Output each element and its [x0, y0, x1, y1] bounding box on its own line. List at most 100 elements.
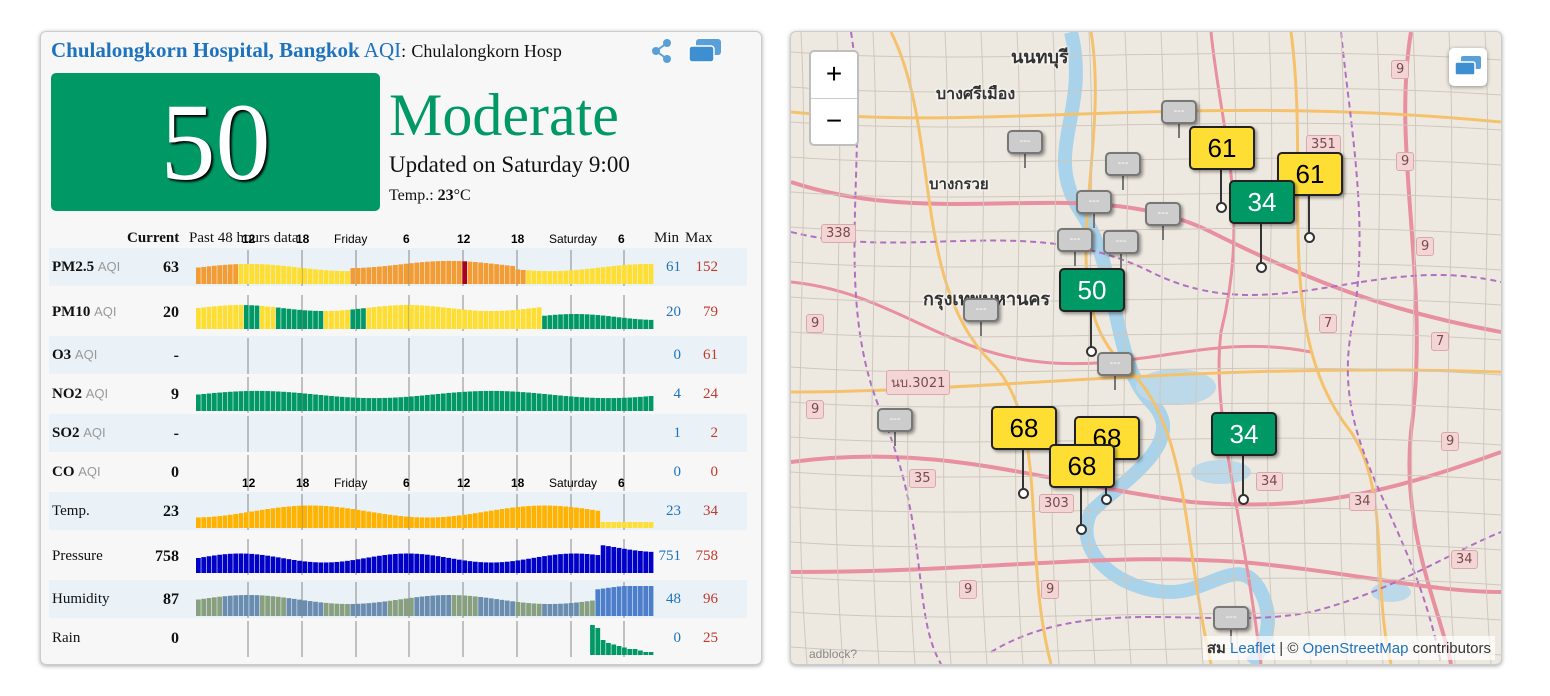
- osm-link[interactable]: OpenStreetMap: [1302, 640, 1409, 657]
- station-marker-nodata[interactable]: ---: [1076, 190, 1112, 214]
- history-bar: [547, 604, 553, 616]
- map-tiles[interactable]: [791, 32, 1501, 664]
- map[interactable]: นนทบุรีบางศรีเมืองบางกรวยกรุงเทพมหานครนบ…: [790, 31, 1502, 665]
- history-bar: [472, 391, 478, 411]
- history-bar: [584, 397, 590, 411]
- history-bar: [339, 396, 345, 411]
- history-bar: [249, 553, 254, 573]
- history-bar: [499, 599, 505, 616]
- history-bar: [243, 263, 249, 284]
- history-bar: [542, 556, 547, 573]
- history-bar: [611, 398, 617, 411]
- aqi-marker[interactable]: 61: [1189, 126, 1255, 170]
- time-tick: 12: [242, 232, 256, 246]
- aqi-marker[interactable]: 68: [991, 406, 1057, 450]
- history-bar: [574, 269, 579, 284]
- history-bar: [504, 310, 510, 329]
- history-bar: [435, 556, 441, 573]
- history-chart[interactable]: [196, 492, 654, 530]
- leaflet-link[interactable]: Leaflet: [1230, 640, 1276, 657]
- history-bar: [584, 553, 590, 573]
- history-bar: [440, 260, 446, 284]
- station-marker-nodata[interactable]: ---: [1105, 152, 1141, 176]
- station-marker-nodata[interactable]: ---: [1097, 352, 1133, 376]
- history-bar: [472, 561, 478, 573]
- history-bar: [281, 308, 286, 329]
- history-bar: [270, 307, 276, 329]
- history-bar: [334, 270, 340, 284]
- marker-pin: [1238, 494, 1249, 505]
- history-bar: [600, 267, 606, 284]
- history-bar: [377, 266, 382, 284]
- history-chart[interactable]: [196, 414, 654, 452]
- aqi-marker[interactable]: 34: [1229, 180, 1295, 224]
- map-label: 7: [1431, 332, 1450, 351]
- history-bar: [595, 315, 601, 329]
- history-bar: [451, 260, 457, 284]
- station-marker-nodata[interactable]: ---: [963, 298, 999, 322]
- history-bar: [425, 596, 430, 616]
- map-layers-button[interactable]: [1449, 48, 1487, 86]
- history-bar: [297, 560, 302, 573]
- history-bar: [472, 513, 478, 528]
- station-marker-nodata[interactable]: ---: [877, 408, 913, 432]
- history-bar: [467, 561, 473, 573]
- map-label: 9: [1416, 237, 1435, 256]
- history-bar: [313, 310, 318, 329]
- map-label: 34: [1349, 492, 1376, 511]
- history-chart[interactable]: [196, 248, 654, 286]
- history-bar: [275, 557, 281, 573]
- history-bar: [217, 392, 223, 411]
- history-bar: [329, 562, 334, 573]
- history-bar: [238, 513, 244, 528]
- history-chart[interactable]: [196, 453, 654, 491]
- station-marker-nodata[interactable]: ---: [1057, 228, 1093, 252]
- history-bar: [211, 265, 217, 284]
- history-bar: [494, 310, 499, 329]
- history-bar: [590, 600, 595, 616]
- aqi-value-box: 50: [51, 73, 380, 211]
- history-bar: [563, 506, 569, 528]
- row-label: O3 AQI: [52, 347, 97, 364]
- history-bar: [291, 559, 297, 573]
- time-tick: 6: [618, 232, 625, 246]
- history-bar: [579, 314, 585, 329]
- history-bar: [371, 556, 377, 573]
- history-bar: [515, 506, 521, 528]
- history-bar: [611, 265, 617, 284]
- history-chart[interactable]: [196, 293, 654, 331]
- map-label: 338: [821, 224, 856, 243]
- title-sep: :: [401, 41, 407, 61]
- station-marker-nodata[interactable]: ---: [1007, 130, 1043, 154]
- history-bar: [238, 391, 244, 411]
- history-bar: [478, 391, 483, 411]
- history-chart[interactable]: [196, 537, 654, 575]
- map-label: 34: [1451, 550, 1478, 569]
- map-road: [791, 368, 1501, 394]
- station-city-link[interactable]: Chulalongkorn Hospital, Bangkok: [51, 38, 360, 62]
- history-chart[interactable]: [196, 336, 654, 374]
- history-bar: [536, 505, 542, 528]
- aqi-marker[interactable]: 34: [1211, 412, 1277, 456]
- history-bar: [387, 514, 393, 528]
- aqi-marker[interactable]: 50: [1059, 268, 1125, 312]
- station-marker-nodata[interactable]: ---: [1145, 202, 1181, 226]
- history-chart[interactable]: [196, 580, 654, 618]
- history-bar: [425, 554, 430, 573]
- history-chart[interactable]: [196, 619, 654, 657]
- zoom-in-button[interactable]: +: [825, 58, 843, 89]
- max-value: 0: [710, 464, 719, 480]
- station-marker-nodata[interactable]: ---: [1213, 606, 1249, 630]
- layers-icon[interactable]: [687, 38, 723, 64]
- history-bar: [451, 558, 457, 573]
- station-marker-nodata[interactable]: ---: [1103, 230, 1139, 254]
- history-chart[interactable]: [196, 375, 654, 413]
- aqi-marker[interactable]: 68: [1049, 444, 1115, 488]
- share-icon[interactable]: [649, 38, 675, 64]
- station-marker-nodata[interactable]: ---: [1161, 100, 1197, 124]
- history-bar: [238, 305, 244, 329]
- marker-stem: [1090, 308, 1092, 348]
- zoom-out-button[interactable]: −: [811, 98, 857, 144]
- history-bar: [547, 271, 553, 284]
- history-bar: [536, 270, 542, 284]
